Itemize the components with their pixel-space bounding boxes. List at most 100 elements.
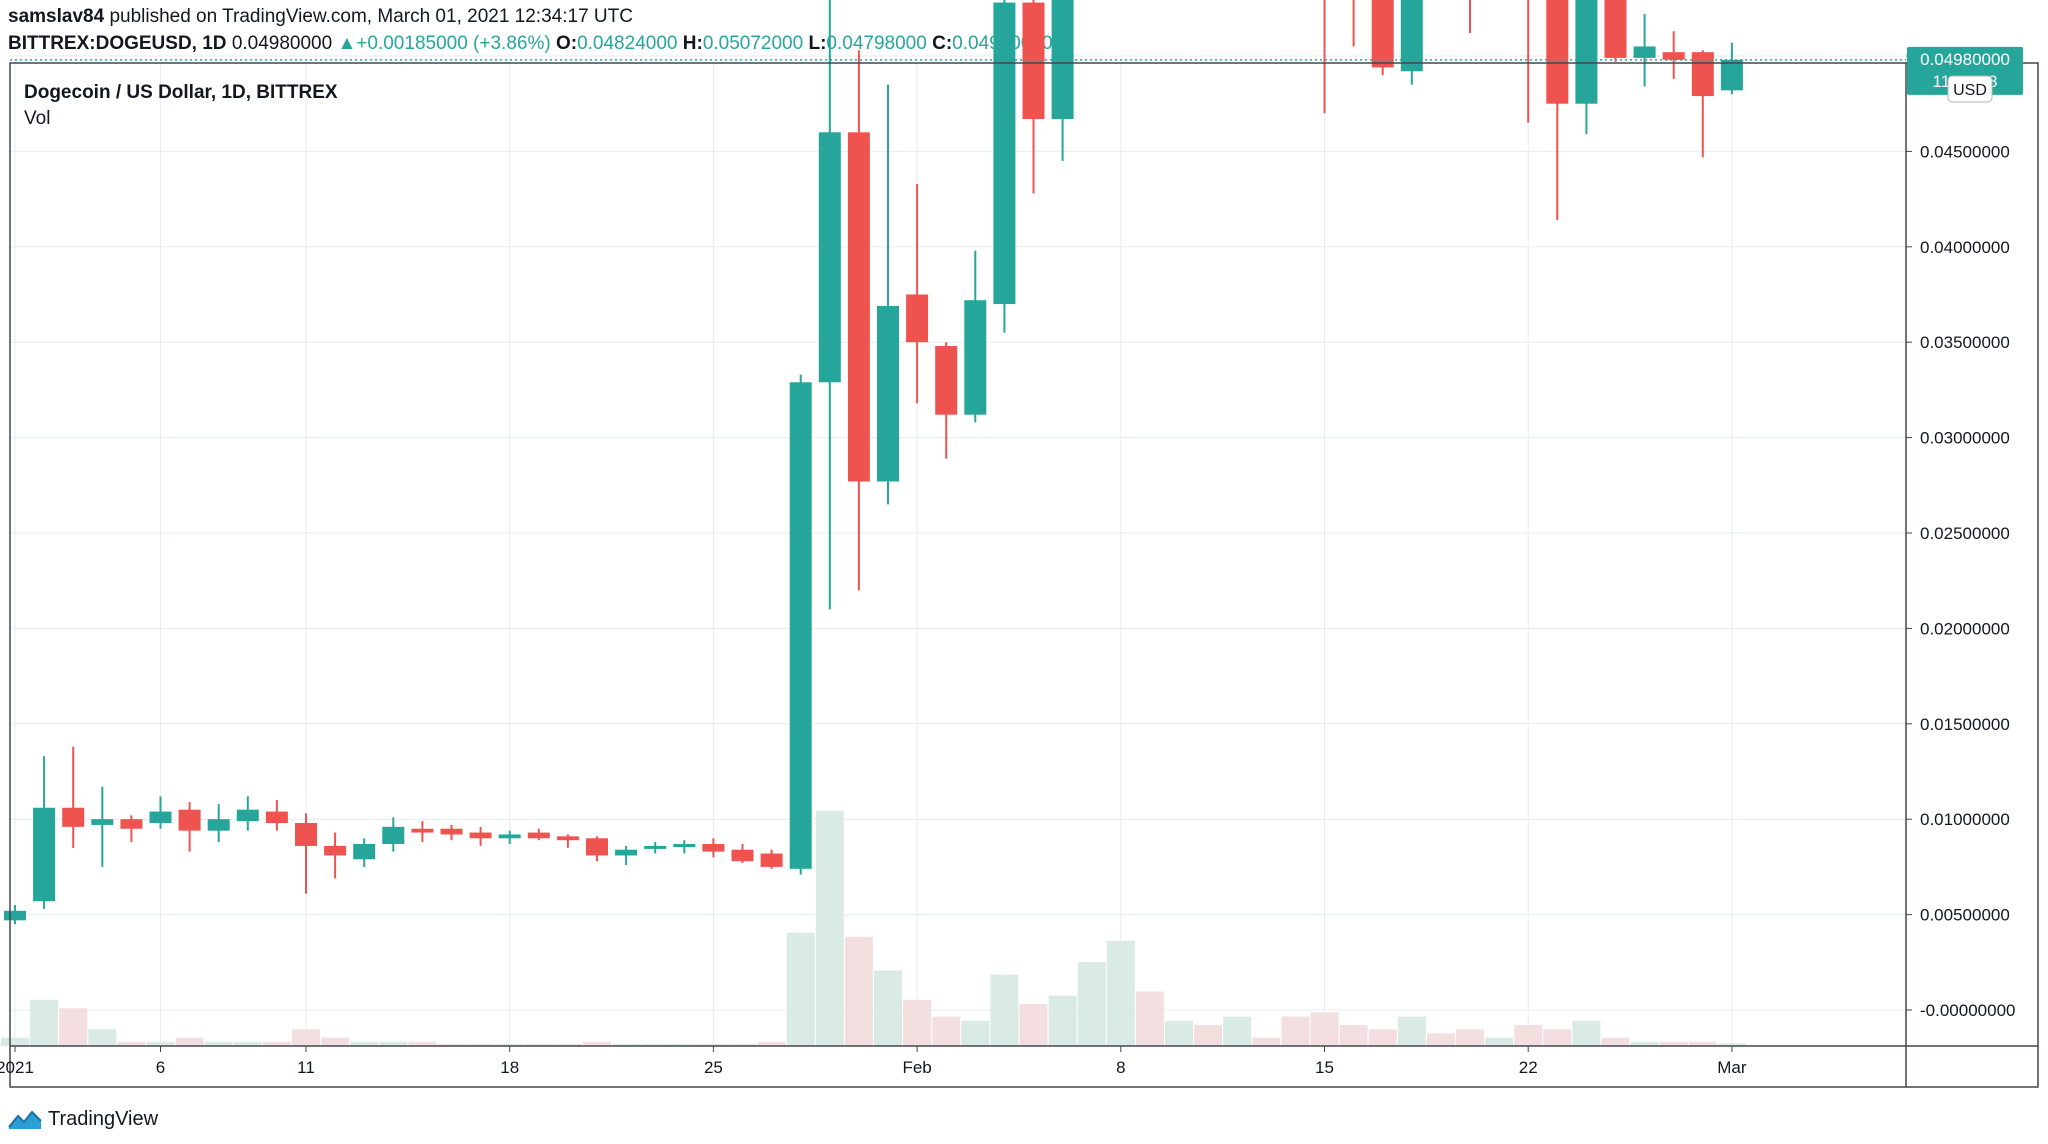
candle-body [353,844,376,860]
volume-bar [728,1043,757,1046]
x-tick-label: 15 [1315,1058,1334,1077]
volume-bar [437,1043,466,1046]
candle-body [1662,52,1685,60]
volume-bar [1659,1041,1688,1046]
candle-body [586,838,608,856]
candle-body [935,346,958,415]
volume-bar [1019,1004,1048,1046]
price-change: +0.00185000 (+3.86%) [356,33,551,54]
volume-bar [408,1041,437,1046]
candle-body [644,845,667,849]
x-tick-label: 6 [156,1058,165,1077]
volume-bar [1223,1016,1252,1046]
volume-bar [59,1008,88,1046]
volume-bar [903,999,932,1046]
chart-title: Dogecoin / US Dollar, 1D, BITTREX [24,82,338,103]
symbol-label: BITTREX:DOGEUSD, 1D [8,33,227,54]
price-axis[interactable]: 0.04500000 0.04000000 0.03500000 0.03000000… [1906,0,2015,1020]
y-tick-label: 0.04000000 [1920,238,2010,257]
volume-bar [175,1037,204,1046]
y-tick-label: 0.01000000 [1920,810,2010,829]
volume-bar [1456,1029,1484,1046]
volume-legend: Vol [24,108,50,129]
candle-body [236,809,259,822]
volume-bar [146,1041,175,1046]
volume-bar [292,1029,320,1046]
y-tick-label: 0.01500000 [1920,715,2010,734]
candle-body [1022,2,1045,119]
published-text: published on TradingView.com, March 01, … [109,6,633,27]
last-price: 0.04980000 [231,33,333,54]
volume-bar [641,1043,670,1046]
candle-body [1575,0,1598,104]
candle-body [847,132,870,482]
author-name[interactable]: samslav84 [8,6,105,27]
volume-bar [321,1037,350,1046]
x-tick-label: 22 [1519,1058,1538,1077]
low-value: 0.04798000 [826,33,927,54]
tradingview-logo[interactable]: TradingView [8,1104,158,1134]
volume-bars [1,810,1746,1046]
candle-body [673,844,696,848]
volume-bar [1194,1025,1223,1046]
y-tick-label: -0.00000000 [1920,1001,2015,1020]
candle-body [265,811,288,824]
volume-bar [1397,1016,1426,1046]
volume-bar [699,1043,728,1046]
candle-body [469,832,492,839]
x-tick-label: 18 [500,1058,519,1077]
volume-bar [233,1041,262,1046]
volume-bar [117,1041,146,1046]
y-tick-label: 0.03000000 [1920,429,2010,448]
volume-bar [495,1043,524,1046]
high-label: H: [682,33,703,54]
candle-body [789,382,812,869]
volume-bar [88,1029,117,1046]
volume-bar [1165,1020,1193,1046]
volume-bar [1543,1029,1572,1046]
volume-bar [553,1043,582,1046]
volume-bar [612,1043,641,1046]
x-tick-label: Mar [1717,1058,1747,1077]
grid [10,55,1906,1046]
time-axis[interactable]: 2021 6 11 18 25 Feb 8 15 22 Mar [0,1046,1747,1077]
candle-body [1400,0,1423,72]
candle-body [1691,52,1714,97]
volume-bar [350,1041,379,1046]
x-tick-label: 25 [704,1058,723,1077]
volume-bar [932,1016,961,1046]
candle-body [411,828,434,833]
volume-bar [583,1041,611,1046]
close-label: C: [932,33,953,54]
candle-body [527,832,550,839]
x-tick-label: 8 [1116,1058,1125,1077]
volume-bar [874,970,902,1046]
last-price-tag-value: 0.04980000 [1920,50,2010,69]
candle-body [1546,0,1569,104]
currency-label: USD [1953,82,1987,99]
currency-badge[interactable]: USD [1947,75,1993,103]
volume-bar [1135,991,1164,1046]
candle-body [1604,0,1627,58]
y-tick-label: 0.02500000 [1920,524,2010,543]
price-chart[interactable]: 0.04500000 0.04000000 0.03500000 0.03000000… [0,0,2048,1100]
tradingview-logo-icon [8,1110,42,1129]
candle-body [4,910,26,921]
volume-bar [990,974,1019,1046]
open-value: 0.04824000 [577,33,678,54]
candle-body [615,849,638,856]
volume-bar [1281,1016,1310,1046]
candle-body [1633,46,1656,58]
volume-bar [1717,1043,1746,1046]
publish-info: samslav84 published on TradingView.com, … [8,6,633,28]
volume-bar [1485,1037,1514,1046]
candle-body [1720,59,1743,91]
candle-body [818,132,841,383]
candle-body [1051,0,1074,119]
volume-bar [1601,1037,1630,1046]
candle-body [149,811,172,824]
x-tick-label: 2021 [0,1058,34,1077]
candle-body [62,807,85,827]
volume-bar [1106,941,1135,1046]
volume-bar [786,932,815,1046]
